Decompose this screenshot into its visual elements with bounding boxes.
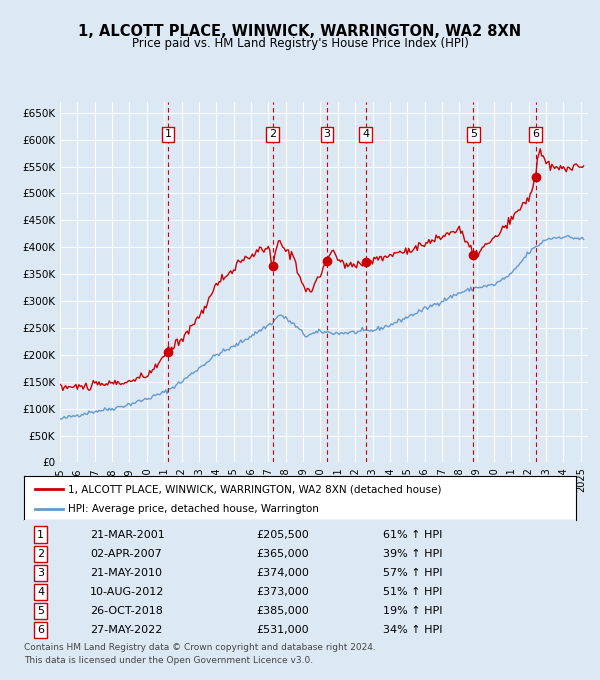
Text: 2: 2: [269, 129, 276, 139]
Text: 5: 5: [470, 129, 477, 139]
Text: 3: 3: [323, 129, 331, 139]
Text: 10-AUG-2012: 10-AUG-2012: [90, 587, 164, 597]
Text: 2: 2: [37, 549, 44, 559]
Text: Price paid vs. HM Land Registry's House Price Index (HPI): Price paid vs. HM Land Registry's House …: [131, 37, 469, 50]
Text: £373,000: £373,000: [256, 587, 308, 597]
Text: 6: 6: [532, 129, 539, 139]
Text: £531,000: £531,000: [256, 625, 308, 635]
Text: 1, ALCOTT PLACE, WINWICK, WARRINGTON, WA2 8XN: 1, ALCOTT PLACE, WINWICK, WARRINGTON, WA…: [79, 24, 521, 39]
Text: Contains HM Land Registry data © Crown copyright and database right 2024.: Contains HM Land Registry data © Crown c…: [24, 643, 376, 651]
Text: 51% ↑ HPI: 51% ↑ HPI: [383, 587, 442, 597]
Text: 39% ↑ HPI: 39% ↑ HPI: [383, 549, 442, 559]
Text: 02-APR-2007: 02-APR-2007: [90, 549, 162, 559]
Text: HPI: Average price, detached house, Warrington: HPI: Average price, detached house, Warr…: [68, 504, 319, 514]
Text: £385,000: £385,000: [256, 606, 308, 616]
Text: 21-MAY-2010: 21-MAY-2010: [90, 568, 162, 578]
Text: 26-OCT-2018: 26-OCT-2018: [90, 606, 163, 616]
Text: 19% ↑ HPI: 19% ↑ HPI: [383, 606, 442, 616]
Text: £374,000: £374,000: [256, 568, 309, 578]
Text: 27-MAY-2022: 27-MAY-2022: [90, 625, 163, 635]
Text: £205,500: £205,500: [256, 530, 308, 540]
Text: 21-MAR-2001: 21-MAR-2001: [90, 530, 165, 540]
Text: 4: 4: [37, 587, 44, 597]
Text: 61% ↑ HPI: 61% ↑ HPI: [383, 530, 442, 540]
Text: This data is licensed under the Open Government Licence v3.0.: This data is licensed under the Open Gov…: [24, 656, 313, 665]
Text: 57% ↑ HPI: 57% ↑ HPI: [383, 568, 442, 578]
Text: 6: 6: [37, 625, 44, 635]
Text: 1, ALCOTT PLACE, WINWICK, WARRINGTON, WA2 8XN (detached house): 1, ALCOTT PLACE, WINWICK, WARRINGTON, WA…: [68, 484, 442, 494]
Text: 4: 4: [362, 129, 369, 139]
Text: 1: 1: [164, 129, 172, 139]
Text: 34% ↑ HPI: 34% ↑ HPI: [383, 625, 442, 635]
Text: 3: 3: [37, 568, 44, 578]
Text: £365,000: £365,000: [256, 549, 308, 559]
Text: 5: 5: [37, 606, 44, 616]
Text: 1: 1: [37, 530, 44, 540]
